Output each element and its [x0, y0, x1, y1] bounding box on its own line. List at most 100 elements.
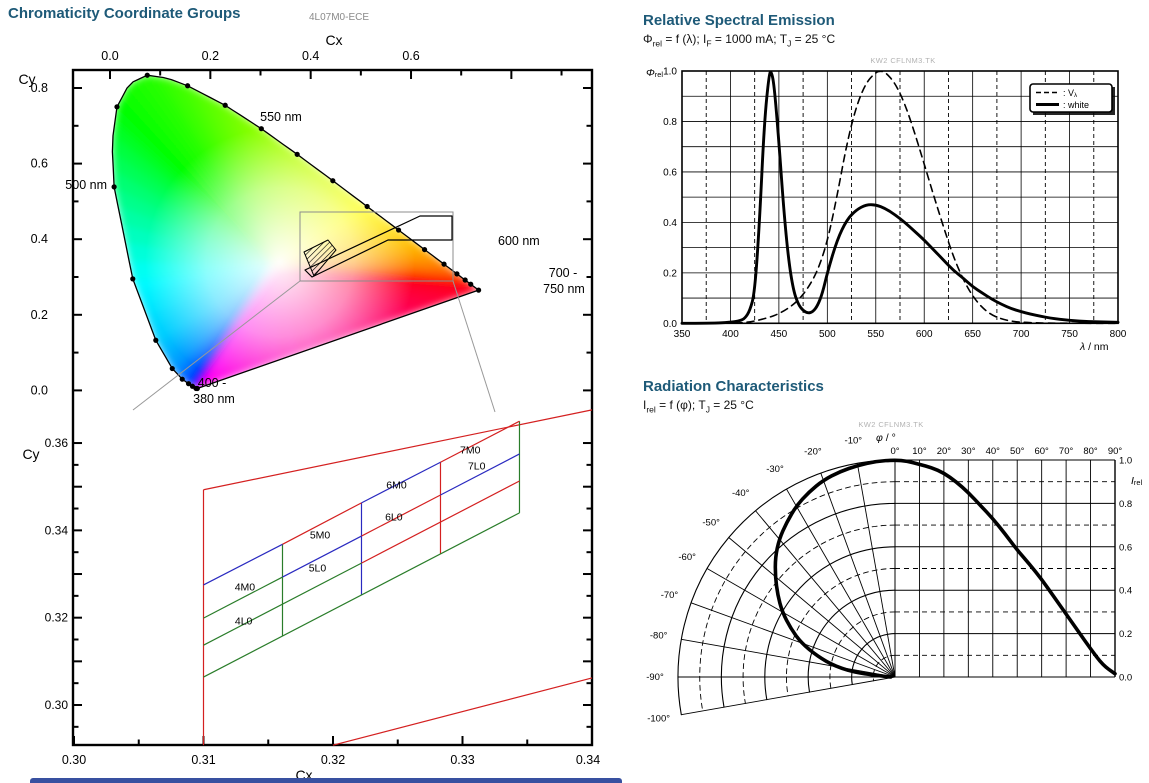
locus-dot-630nm	[462, 277, 468, 283]
svg-text:5L0: 5L0	[309, 562, 327, 574]
svg-text:-90°: -90°	[646, 672, 664, 683]
svg-text:0.2: 0.2	[202, 49, 219, 63]
svg-text:7M0: 7M0	[460, 445, 481, 457]
svg-text:0.2: 0.2	[663, 268, 677, 279]
svg-text:4M0: 4M0	[235, 582, 256, 594]
locus-dot-610nm	[441, 261, 447, 267]
svg-text:-60°: -60°	[678, 552, 696, 563]
svg-text:0.34: 0.34	[45, 523, 69, 537]
locus-dot-460nm	[179, 376, 185, 382]
svg-text:600: 600	[916, 329, 933, 340]
svg-text:0.4: 0.4	[302, 49, 319, 63]
radiation-subtitle: Irel = f (φ); TJ = 25 °C	[643, 398, 754, 415]
locus-dot-590nm	[395, 227, 402, 233]
svg-text:0.0: 0.0	[663, 319, 677, 330]
svg-text:20°: 20°	[937, 446, 952, 457]
svg-text:0.4: 0.4	[31, 232, 48, 246]
chromaticity-axes: 0.0 0.2 0.4 0.6 Cx 4L07M0-ECE 0.8 0.6 0.4 0.2 0.0 C…	[18, 12, 600, 783]
svg-text:0.6: 0.6	[663, 167, 677, 178]
svg-text:0.2: 0.2	[31, 308, 48, 322]
svg-text:0.8: 0.8	[1119, 499, 1132, 510]
svg-text:600 nm: 600 nm	[498, 234, 540, 248]
locus-dot-450nm	[185, 381, 192, 387]
svg-text:: white: : white	[1063, 100, 1089, 110]
svg-text:Cy: Cy	[18, 71, 35, 87]
svg-text:0.0: 0.0	[101, 49, 118, 63]
svg-text:0°: 0°	[890, 446, 899, 457]
svg-text:0.32: 0.32	[321, 753, 345, 767]
svg-text:-40°: -40°	[732, 488, 750, 499]
svg-text:90°: 90°	[1108, 446, 1123, 457]
svg-text:0.8: 0.8	[31, 81, 48, 95]
svg-text:550 nm: 550 nm	[260, 110, 302, 124]
svg-text:1.0: 1.0	[663, 67, 677, 78]
svg-text:700 -: 700 -	[549, 266, 578, 280]
svg-text:30°: 30°	[961, 446, 976, 457]
svg-text:Irel: Irel	[1131, 475, 1142, 487]
svg-text:60°: 60°	[1034, 446, 1049, 457]
chromaticity-chart: 550 nm 500 nm 600 nm 700 - 750 nm 400 - 380 nm	[65, 72, 585, 413]
spectral-watermark: KW2 CFLNM3.TK	[870, 56, 936, 65]
svg-text:-50°: -50°	[702, 518, 720, 529]
svg-text:0.6: 0.6	[1119, 542, 1132, 553]
locus-dot-530nm	[185, 83, 191, 89]
svg-text:500 nm: 500 nm	[65, 178, 107, 192]
svg-text:70°: 70°	[1059, 446, 1074, 457]
svg-text:Cy: Cy	[22, 446, 39, 462]
radiation-chart: 0° 10° 20° 30° 40° 50° 60° 70° 80° 90° φ / ° -10° -2…	[646, 432, 1142, 725]
svg-text:750 nm: 750 nm	[543, 282, 585, 296]
locus-dot-550nm	[258, 126, 264, 132]
locus-dot-600nm	[421, 246, 428, 253]
svg-text:0.0: 0.0	[31, 383, 48, 397]
svg-text:1.0: 1.0	[1119, 456, 1132, 467]
svg-text:0.4: 0.4	[663, 218, 677, 229]
chromaticity-bins: 7M0 7L0 6M0 6L0 5M0 5L0 4M0 4L0	[202, 409, 593, 746]
svg-text:-20°: -20°	[804, 446, 822, 457]
svg-text:4L0: 4L0	[235, 616, 253, 628]
svg-text:6L0: 6L0	[385, 511, 403, 523]
svg-text:7L0: 7L0	[468, 461, 486, 473]
svg-text:80°: 80°	[1083, 446, 1098, 457]
locus-dot-510nm	[114, 104, 120, 110]
svg-text:-100°: -100°	[647, 714, 670, 725]
locus-dot-500nm	[111, 184, 117, 190]
locus-dot-540nm	[222, 102, 228, 108]
svg-text:400: 400	[722, 329, 739, 340]
locus-dot-440nm	[189, 383, 196, 389]
svg-text:0.2: 0.2	[1119, 629, 1132, 640]
svg-text:800: 800	[1110, 329, 1127, 340]
radiation-watermark: KW2 CFLNM3.TK	[858, 420, 924, 429]
svg-text:0.30: 0.30	[45, 698, 69, 712]
svg-text:750: 750	[1061, 329, 1078, 340]
locus-dot-470nm	[169, 365, 175, 372]
svg-text:0.6: 0.6	[402, 49, 419, 63]
svg-text:4L07M0-ECE: 4L07M0-ECE	[309, 12, 369, 23]
svg-text:Cx: Cx	[325, 32, 342, 48]
svg-text:50°: 50°	[1010, 446, 1025, 457]
svg-text:: Vλ: : Vλ	[1063, 88, 1078, 99]
cie-horseshoe-fill	[112, 75, 479, 389]
footer-accent-bar	[30, 778, 622, 783]
svg-text:10°: 10°	[912, 446, 927, 457]
svg-text:350: 350	[674, 329, 691, 340]
locus-dot-520nm	[144, 72, 150, 78]
spectral-title: Relative Spectral Emission	[643, 12, 835, 29]
svg-text:0.32: 0.32	[45, 611, 69, 625]
svg-text:0.4: 0.4	[1119, 586, 1132, 597]
svg-text:5M0: 5M0	[310, 530, 331, 542]
locus-dot-570nm	[330, 178, 336, 184]
svg-text:0.6: 0.6	[31, 157, 48, 171]
locus-dot-620nm	[454, 271, 460, 277]
svg-text:450: 450	[771, 329, 788, 340]
svg-text:6M0: 6M0	[386, 479, 407, 491]
locus-dot-700nm	[475, 287, 482, 293]
svg-text:0.36: 0.36	[45, 436, 69, 450]
svg-text:0.31: 0.31	[191, 753, 215, 767]
svg-text:700: 700	[1013, 329, 1030, 340]
svg-text:0.34: 0.34	[576, 753, 600, 767]
svg-text:0.33: 0.33	[450, 753, 474, 767]
svg-text:500: 500	[819, 329, 836, 340]
svg-text:0.30: 0.30	[62, 753, 86, 767]
